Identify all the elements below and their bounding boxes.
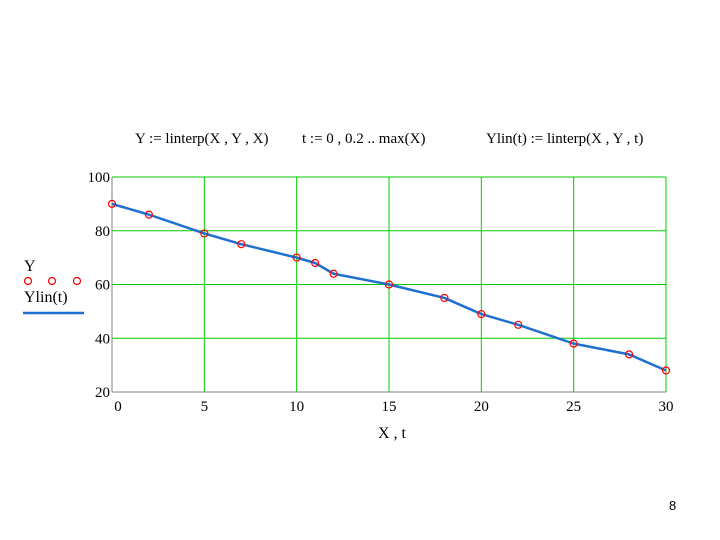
data-point <box>440 293 449 303</box>
y-tick-label: 100 <box>88 170 111 186</box>
data-point <box>384 280 394 289</box>
x-tick-labels: 0 5 10 15 20 25 30 <box>114 399 673 415</box>
legend-circle <box>72 276 82 286</box>
x-tick-label: 30 <box>659 399 674 415</box>
legend-circle <box>23 276 33 286</box>
legend: Y Ylin(t) <box>23 258 84 315</box>
data-point <box>237 240 246 249</box>
data-point <box>329 269 338 278</box>
data-point <box>569 339 578 348</box>
formula-t-range: t := 0 , 0.2 .. max(X) <box>302 131 425 147</box>
page-number: 8 <box>669 498 676 513</box>
data-point <box>661 366 671 375</box>
y-tick-label: 60 <box>95 278 110 294</box>
y-tick-label: 40 <box>95 331 110 347</box>
plot-frame <box>111 177 666 393</box>
y-point-series <box>107 199 671 375</box>
legend-circle <box>47 276 57 286</box>
data-point <box>514 320 523 329</box>
x-tick-label: 20 <box>474 399 489 415</box>
y-tick-label: 80 <box>95 224 110 240</box>
grid-lines <box>111 176 667 393</box>
formula-y-definition: Y := linterp(X , Y , X) <box>135 131 268 147</box>
ylin-line <box>111 202 667 372</box>
legend-y-circles <box>23 276 82 286</box>
x-tick-label: 10 <box>289 399 304 415</box>
data-point <box>477 309 486 319</box>
data-point <box>311 258 320 268</box>
legend-label-y: Y <box>24 258 36 275</box>
x-tick-label: 0 <box>114 399 122 415</box>
y-tick-labels: 20 40 60 80 100 <box>88 170 111 401</box>
x-tick-label: 25 <box>566 399 581 415</box>
x-tick-label: 5 <box>201 399 209 415</box>
data-point <box>624 350 634 359</box>
plot-area: 0 5 10 15 20 25 30 20 40 60 80 100 <box>88 170 674 415</box>
formula-ylin-definition: Ylin(t) := linterp(X , Y , t) <box>486 131 643 147</box>
legend-label-ylin: Ylin(t) <box>24 289 68 306</box>
data-point <box>107 199 117 208</box>
data-point <box>144 210 154 219</box>
data-point <box>292 253 301 262</box>
x-tick-label: 15 <box>382 399 397 415</box>
data-point <box>200 229 209 238</box>
ylin-line-series <box>111 202 667 372</box>
y-tick-label: 20 <box>95 385 110 401</box>
x-axis-label: X , t <box>378 425 407 442</box>
